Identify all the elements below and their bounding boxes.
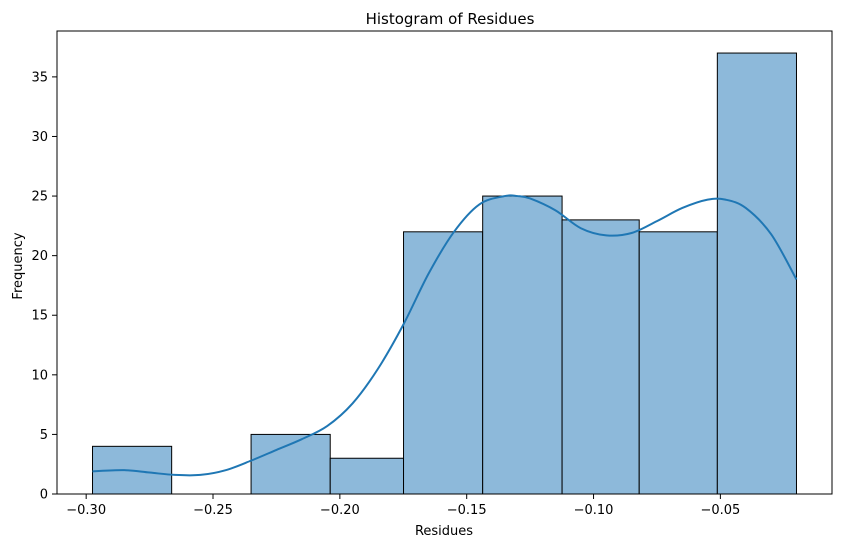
y-tick-label: 25: [31, 190, 48, 205]
y-tick-label: 30: [31, 130, 48, 145]
histogram-bar-4: [329, 457, 405, 495]
plot-frame: [56, 30, 833, 495]
x-axis-ticks: −0.30 −0.25 −0.20 −0.15 −0.10 −0.05: [66, 494, 740, 518]
y-tick-label: 0: [40, 488, 48, 503]
y-axis-ticks: 0 5 10 15 20 25 30 35: [31, 70, 57, 503]
x-axis-label: Residues: [415, 524, 473, 539]
y-axis-label: Frequency: [11, 232, 26, 299]
y-tick-label: 5: [40, 428, 48, 443]
histogram-bar-5: [403, 231, 484, 495]
x-tick-label: −0.10: [574, 503, 614, 518]
kde-line: [92, 194, 798, 477]
histogram-bar-8: [638, 231, 718, 495]
x-tick-label: −0.20: [320, 503, 360, 518]
y-tick-label: 10: [31, 368, 48, 383]
y-tick-label: 35: [31, 70, 48, 85]
histogram-bar-6: [482, 195, 563, 495]
x-tick-label: −0.15: [447, 503, 487, 518]
histogram-bar-7: [561, 219, 640, 495]
histogram-bar-9: [716, 52, 797, 495]
x-tick-label: −0.30: [66, 503, 106, 518]
x-tick-label: −0.25: [193, 503, 233, 518]
chart-title: Histogram of Residues: [366, 10, 535, 28]
y-tick-label: 20: [31, 249, 48, 264]
bars-group: [92, 52, 797, 495]
y-tick-label: 15: [31, 309, 48, 324]
x-tick-label: −0.05: [700, 503, 740, 518]
